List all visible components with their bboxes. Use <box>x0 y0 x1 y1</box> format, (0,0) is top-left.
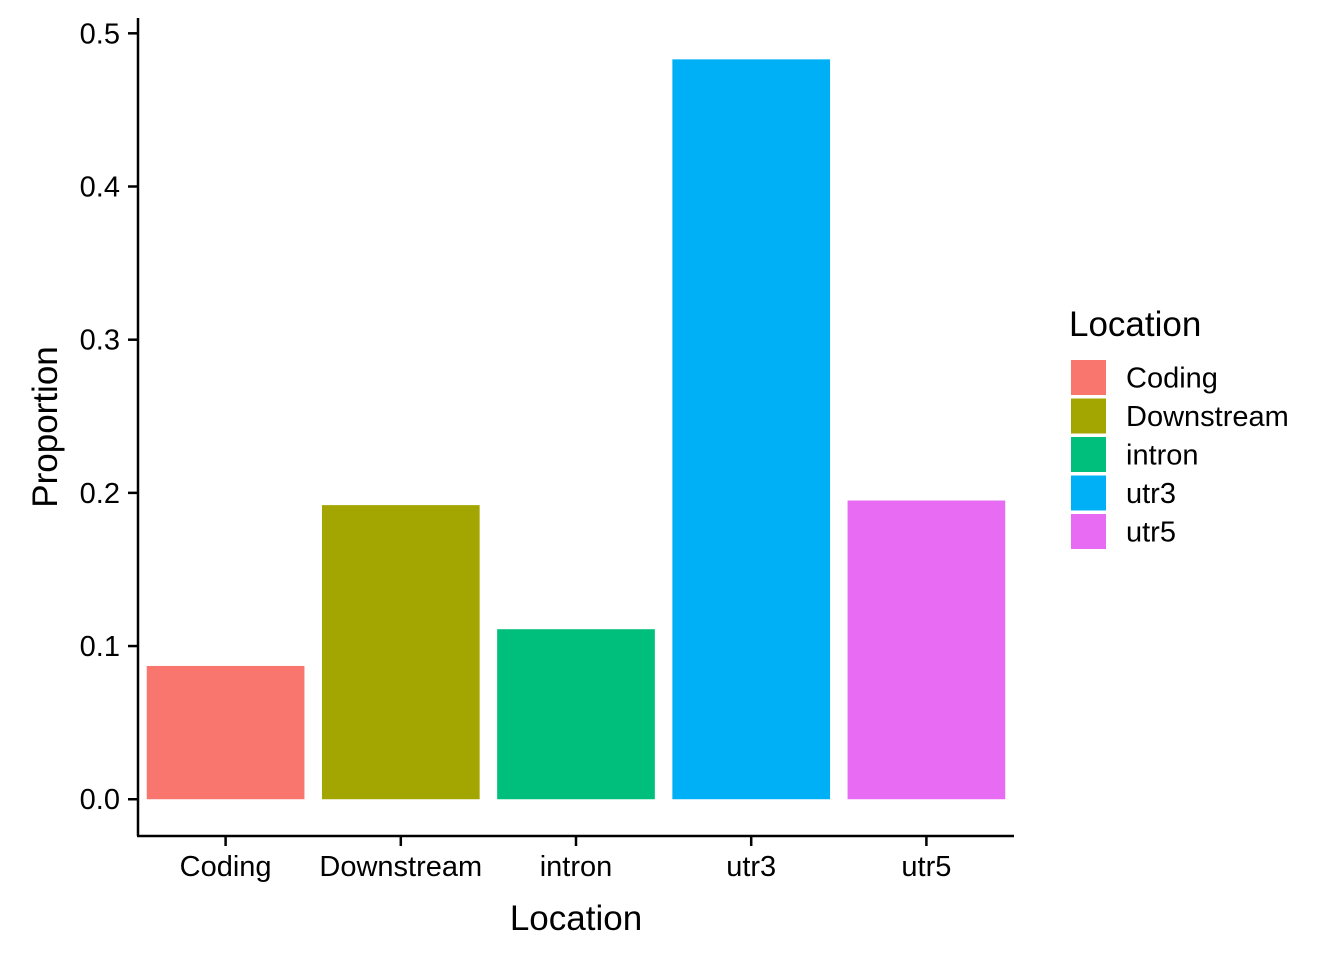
legend-key-utr3 <box>1071 475 1106 511</box>
legend-label-coding: Coding <box>1126 363 1218 395</box>
legend-key-coding <box>1071 360 1106 395</box>
y-tick-label: 0.2 <box>80 478 120 510</box>
x-tick-label-utr5: utr5 <box>901 851 951 883</box>
legend-label-downstream: Downstream <box>1126 401 1289 433</box>
y-tick-label: 0.5 <box>80 18 120 50</box>
y-tick-label: 0.3 <box>80 325 120 357</box>
bar-utr3 <box>672 59 831 800</box>
bar-downstream <box>321 505 480 800</box>
x-tick-label-downstream: Downstream <box>319 851 482 883</box>
legend-label-utr5: utr5 <box>1126 517 1176 549</box>
x-axis-title: Location <box>510 899 642 938</box>
legend-key-utr5 <box>1071 514 1106 549</box>
x-tick-label-coding: Coding <box>180 851 272 883</box>
y-tick-label: 0.0 <box>80 784 120 816</box>
legend-key-downstream <box>1071 398 1106 434</box>
y-tick-label: 0.4 <box>80 172 120 204</box>
x-tick-label-utr3: utr3 <box>726 851 776 883</box>
x-tick-label-intron: intron <box>540 851 613 883</box>
legend-label-utr3: utr3 <box>1126 478 1176 510</box>
legend-key-intron <box>1071 437 1106 472</box>
legend-label-intron: intron <box>1126 440 1199 472</box>
y-axis: 0.0 0.1 0.2 0.3 0.4 0.5 <box>80 18 140 836</box>
y-axis-title: Proportion <box>26 346 65 507</box>
bar-coding <box>146 665 305 800</box>
bar-intron <box>497 629 655 800</box>
legend: Location Coding Downstream intron utr3 utr5 <box>1069 305 1289 549</box>
x-axis: Coding Downstream intron utr3 utr5 <box>137 834 1014 883</box>
y-tick-label: 0.1 <box>80 631 120 663</box>
bar-utr5 <box>847 500 1006 800</box>
legend-title: Location <box>1069 305 1201 344</box>
bars-group <box>146 59 1006 800</box>
